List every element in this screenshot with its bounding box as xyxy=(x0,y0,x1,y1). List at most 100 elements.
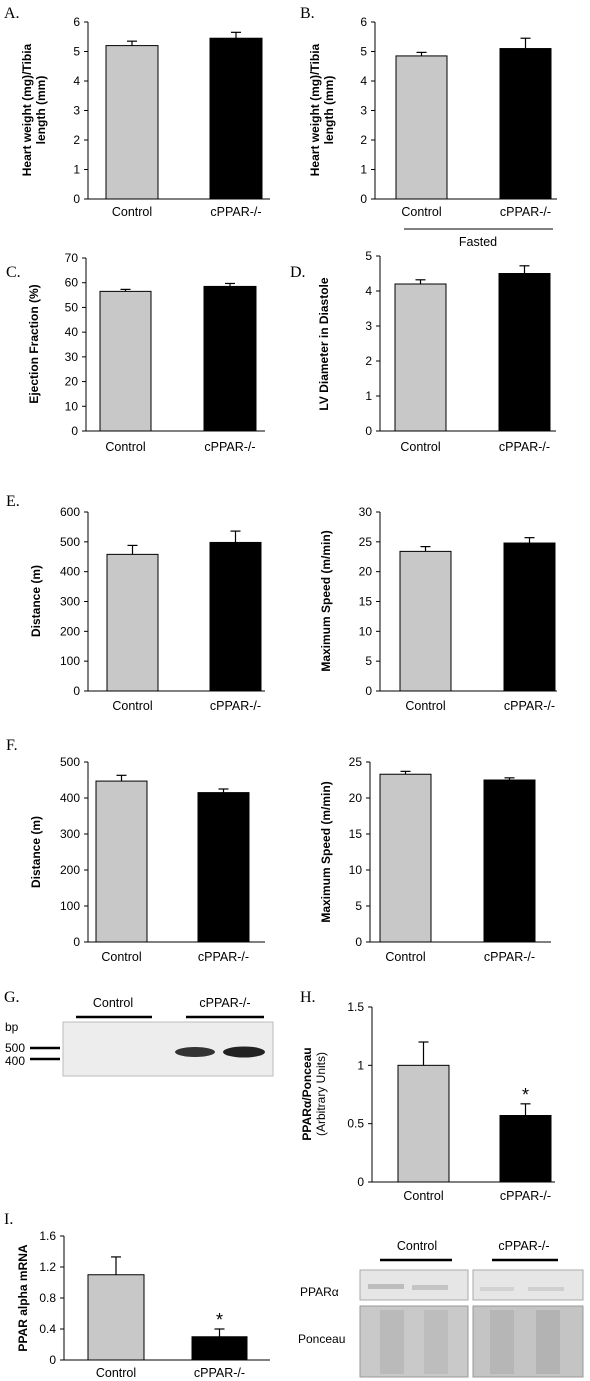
gel-cko-label: cPPAR-/- xyxy=(199,996,250,1010)
chart-i-tick-label: 0.8 xyxy=(39,1291,56,1305)
chart-h-bar-cppar xyxy=(499,1115,552,1183)
western-control-label: Control xyxy=(397,1239,437,1253)
chart-f1-y-label: Distance (m) xyxy=(29,816,43,888)
bar-charts: 0 1 2 3 4 5 6 Control cPPAR-/- Heart weight (mg)/… xyxy=(16,15,557,1380)
chart-h-y-label-line: (Arbitrary Units) xyxy=(314,1052,328,1136)
chart-a-category-label: cPPAR-/- xyxy=(210,205,261,219)
chart-e2-bar-control xyxy=(399,550,452,692)
western-cko-label: cPPAR-/- xyxy=(498,1239,549,1253)
chart-f1-tick-label: 100 xyxy=(60,899,80,913)
chart-a-tick-label: 0 xyxy=(73,192,80,206)
chart-c-category-label: cPPAR-/- xyxy=(204,440,255,454)
western-ponceau-cko xyxy=(472,1305,584,1378)
chart-i-tick-label: 0 xyxy=(49,1353,56,1367)
chart-e2-tick-label: 10 xyxy=(359,624,373,638)
chart-e2-y-label: Maximum Speed (m/min) xyxy=(319,530,333,671)
chart-c-y-label-line: Ejection Fraction (%) xyxy=(27,284,41,403)
chart-a-tick-label: 6 xyxy=(73,15,80,29)
chart-f1-category-label: cPPAR-/- xyxy=(198,950,249,964)
western-ponceau-lane-3 xyxy=(490,1310,514,1374)
chart-f2-y-label: Maximum Speed (m/min) xyxy=(319,781,333,922)
panel-label-h: H. xyxy=(300,989,316,1006)
chart-b: 0 1 2 3 4 5 6 Control cPPAR-/- Heart weight (mg)/… xyxy=(308,15,557,219)
chart-d-tick-label: 0 xyxy=(365,424,372,438)
gel-marker-500: 500 xyxy=(5,1041,25,1055)
chart-d-bar-cppar xyxy=(498,273,551,432)
chart-b-tick-label: 6 xyxy=(360,15,367,29)
chart-i-bar-cppar xyxy=(191,1336,248,1361)
chart-e2-category-label: Control xyxy=(405,699,445,713)
chart-h-tick-label: 0 xyxy=(357,1175,364,1189)
chart-h-tick-label: 0.5 xyxy=(347,1117,364,1131)
chart-f2-tick-label: 20 xyxy=(349,791,363,805)
chart-b-y-label-line: length (mm) xyxy=(322,76,336,145)
chart-b-bar-control xyxy=(395,55,448,200)
chart-e1-tick-label: 300 xyxy=(60,595,80,609)
western-ppar-cko xyxy=(472,1269,584,1301)
chart-c-category-label: Control xyxy=(105,440,145,454)
chart-d-y-label-line: LV Diameter in Diastole xyxy=(317,277,331,410)
chart-a-tick-label: 3 xyxy=(73,104,80,118)
chart-f1-tick-label: 0 xyxy=(73,935,80,949)
chart-h-significance: * xyxy=(522,1085,529,1105)
chart-c-tick-label: 60 xyxy=(65,276,79,290)
western-blot-panel: Control cPPAR-/- PPARα Ponceau xyxy=(298,1239,584,1378)
chart-h-bar-control xyxy=(397,1064,450,1183)
chart-f1-y-label-line: Distance (m) xyxy=(29,816,43,888)
chart-f1-bar-control xyxy=(95,780,148,943)
chart-h-category-label: cPPAR-/- xyxy=(500,1189,551,1203)
gel-band-2 xyxy=(223,1046,265,1058)
chart-h-y-label-line: PPARα/Ponceau xyxy=(300,1047,314,1140)
chart-b-tick-label: 1 xyxy=(360,163,367,177)
chart-a-category-label: Control xyxy=(112,205,152,219)
chart-b-tick-label: 5 xyxy=(360,45,367,59)
chart-d-tick-label: 5 xyxy=(365,249,372,263)
chart-a-tick-label: 2 xyxy=(73,133,80,147)
chart-b-bar-cppar xyxy=(499,48,552,200)
chart-d-category-label: Control xyxy=(400,440,440,454)
chart-d-tick-label: 4 xyxy=(365,284,372,298)
chart-c-tick-label: 20 xyxy=(65,375,79,389)
chart-i-tick-label: 0.4 xyxy=(39,1322,56,1336)
western-row2-label: Ponceau xyxy=(298,1332,345,1346)
chart-f2-tick-label: 5 xyxy=(355,899,362,913)
chart-f1: 0 100 200 300 400 500 Control cPPAR-/- Distance … xyxy=(29,755,265,964)
chart-f1-tick-label: 400 xyxy=(60,791,80,805)
chart-e1-category-label: cPPAR-/- xyxy=(210,699,261,713)
chart-e1-y-label: Distance (m) xyxy=(29,565,43,637)
panel-label-c: C. xyxy=(6,264,21,281)
panel-label-d: D. xyxy=(290,264,306,281)
chart-e2-tick-label: 20 xyxy=(359,565,373,579)
chart-c-y-label: Ejection Fraction (%) xyxy=(27,284,41,403)
chart-f2-tick-label: 25 xyxy=(349,755,363,769)
gel-marker-400: 400 xyxy=(5,1054,25,1068)
western-ppar-band-2 xyxy=(412,1285,448,1290)
chart-h-y-label: PPARα/Ponceau(Arbitrary Units) xyxy=(300,1047,328,1140)
chart-e1-bar-cppar xyxy=(209,541,262,692)
chart-e2-y-label-line: Maximum Speed (m/min) xyxy=(319,530,333,671)
chart-e2-bar-cppar xyxy=(503,542,556,692)
panel-label-a: A. xyxy=(4,5,20,22)
chart-d-tick-label: 3 xyxy=(365,319,372,333)
chart-c-tick-label: 30 xyxy=(65,350,79,364)
panel-label-f: F. xyxy=(6,737,18,754)
chart-i-tick-label: 1.6 xyxy=(39,1229,56,1243)
panel-label-e: E. xyxy=(6,493,20,510)
chart-h: 0 0.5 1 1.5 Control cPPAR-/- * PPARα/Ponceau(Ar… xyxy=(300,1000,555,1203)
western-row1-label: PPARα xyxy=(300,1285,339,1299)
chart-f2-bar-cppar xyxy=(483,779,536,943)
chart-f1-tick-label: 300 xyxy=(60,827,80,841)
chart-e2-tick-label: 5 xyxy=(365,654,372,668)
chart-c-bar-control xyxy=(99,290,152,432)
chart-e2-tick-label: 25 xyxy=(359,535,373,549)
chart-i-significance: * xyxy=(216,1310,223,1330)
chart-a-y-label-line: length (mm) xyxy=(34,76,48,145)
chart-c-tick-label: 70 xyxy=(65,251,79,265)
chart-e2-category-label: cPPAR-/- xyxy=(504,699,555,713)
chart-a-y-label: Heart weight (mg)/Tibialength (mm) xyxy=(20,43,48,176)
chart-d-bar-control xyxy=(394,283,447,432)
chart-i-category-label: Control xyxy=(96,1366,136,1380)
chart-b-y-label: Heart weight (mg)/Tibialength (mm) xyxy=(308,43,336,176)
chart-e1-category-label: Control xyxy=(112,699,152,713)
